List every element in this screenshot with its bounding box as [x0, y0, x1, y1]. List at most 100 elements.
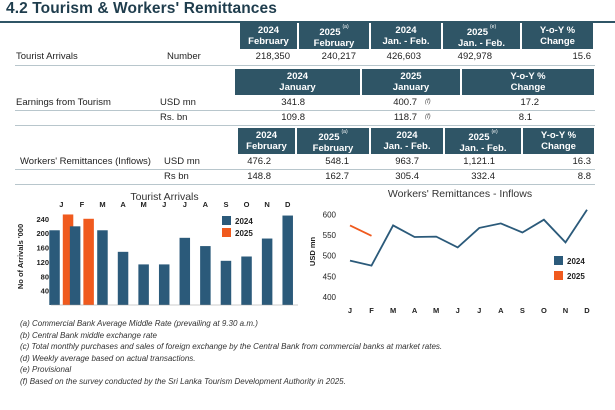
legend-swatch [222, 216, 231, 225]
x-tick-label: A [498, 306, 504, 315]
legend-swatch [222, 228, 231, 237]
y-tick-label: 80 [41, 272, 49, 281]
legend-label: 2024 [235, 217, 253, 226]
x-tick-label: J [59, 200, 63, 209]
x-tick-label: D [584, 306, 590, 315]
y-axis-label: No of Arrivals '000 [16, 224, 25, 289]
x-tick-label: O [541, 306, 547, 315]
remit-value: 332.4 [471, 171, 495, 182]
x-tick-label: M [390, 306, 396, 315]
bar-2024 [158, 264, 170, 305]
x-tick-label: M [99, 200, 105, 209]
remit-header-3: 2024 Jan. - Feb. [371, 128, 443, 154]
page-title: 4.2 Tourism & Workers' Remittances [6, 0, 277, 17]
remit-value: 162.7 [325, 171, 349, 182]
legend-label: 2025 [235, 229, 253, 238]
remittances-chart: Workers' Remittances - Inflows USD mn 400 4… [308, 188, 590, 315]
row-divider [15, 125, 595, 126]
y-tick-label: 40 [41, 287, 49, 296]
x-tick-label: F [80, 200, 85, 209]
x-tick-label: S [223, 200, 228, 209]
remit-header-2: 2025(a) February [297, 128, 369, 154]
remit-unit: USD mn [164, 156, 200, 167]
earnings-unit: Rs. bn [160, 112, 188, 123]
x-tick-label: F [369, 306, 374, 315]
x-tick-label: N [264, 200, 269, 209]
y-tick-label: 550 [323, 231, 337, 240]
tourist-header-3: 2024 Jan. - Feb. [371, 23, 441, 49]
bar-2024 [97, 230, 108, 305]
row-divider [15, 65, 595, 66]
y-tick-label: 500 [323, 252, 337, 261]
earnings-header-3: Y-o-Y % Change [462, 69, 594, 95]
remit-value: 305.4 [395, 171, 419, 182]
y-tick-label: 450 [323, 272, 337, 281]
legend-label: 2024 [567, 257, 585, 266]
footnote: (a) Commercial Bank Average Middle Rate … [20, 319, 258, 328]
remit-label: Workers' Remittances (Inflows) [20, 156, 151, 167]
bar-2024 [117, 251, 129, 305]
earnings-value: 8.1 [518, 112, 532, 123]
footnote-ref: (f) [425, 99, 431, 105]
x-tick-label: S [520, 306, 525, 315]
remit-value: 476.2 [247, 156, 271, 167]
x-tick-label: J [183, 200, 187, 209]
footnote: (e) Provisional [20, 365, 72, 374]
legend-swatch [554, 256, 563, 265]
row-divider [15, 110, 595, 111]
remit-header-1: 2024 February [238, 128, 295, 154]
tourist-header-2: 2025(a) February [299, 23, 369, 49]
earnings-header-2: 2025 January [362, 69, 460, 95]
remit-value: 548.1 [325, 156, 349, 167]
series-line-2025 [349, 224, 372, 237]
tourist-header-5: Y-o-Y % Change [522, 23, 593, 49]
bar-2024 [220, 260, 232, 305]
y-tick-label: 240 [36, 215, 49, 224]
earnings-value: 17.2 [520, 97, 540, 108]
footnote: (b) Central Bank middle exchange rate [20, 330, 157, 340]
y-axis-label: USD mn [308, 236, 317, 266]
footnote: (f) Based on the survey conducted by the… [20, 376, 346, 386]
series-line-2024 [349, 209, 588, 267]
earnings-value: 118.7 [393, 112, 417, 123]
title-rule [0, 21, 615, 23]
bar-2024 [69, 226, 81, 305]
x-tick-label: J [162, 200, 166, 209]
row-divider [15, 184, 595, 185]
tourist-label: Tourist Arrivals [16, 51, 78, 62]
chart-title: Workers' Remittances - Inflows [388, 188, 532, 200]
bar-2024 [241, 256, 252, 305]
bar-2024 [282, 215, 293, 305]
bar-2024 [261, 238, 273, 305]
x-tick-label: J [348, 306, 352, 315]
bar-2024 [49, 230, 60, 305]
footnote: (c) Total monthly purchases and sales of… [20, 342, 443, 351]
legend-label: 2025 [567, 272, 585, 281]
earnings-header-1: 2024 January [235, 69, 360, 95]
bar-2025 [83, 218, 94, 305]
row-divider [15, 169, 595, 170]
x-tick-label: M [433, 306, 439, 315]
remit-unit: Rs bn [164, 171, 189, 182]
remit-header-4: 2025(e) Jan. - Feb. [445, 128, 521, 154]
tourist-value: 240,217 [321, 51, 356, 62]
remit-value: 148.8 [247, 171, 271, 182]
footnote: (d) Weekly average based on actual trans… [20, 353, 196, 363]
tourist-header-4: 2025(e) Jan. - Feb. [443, 23, 520, 49]
earnings-label: Earnings from Tourism [16, 97, 111, 108]
earnings-value: 109.8 [281, 112, 305, 123]
y-tick-label: 160 [36, 244, 49, 253]
footnote-ref: (f) [425, 114, 431, 120]
x-tick-label: N [563, 306, 568, 315]
tourist-arrivals-chart: Tourist Arrivals No of Arrivals '000 40 80 1… [16, 191, 298, 306]
x-tick-label: A [203, 200, 209, 209]
y-tick-label: 400 [323, 293, 337, 302]
chart-title: Tourist Arrivals [130, 191, 198, 203]
x-tick-label: J [477, 306, 481, 315]
x-tick-label: M [141, 200, 147, 209]
bar-2024 [200, 246, 211, 305]
y-tick-label: 600 [323, 210, 337, 219]
tourist-value: 218,350 [255, 51, 290, 62]
x-tick-label: A [120, 200, 126, 209]
remit-value: 1,121.1 [463, 156, 495, 167]
